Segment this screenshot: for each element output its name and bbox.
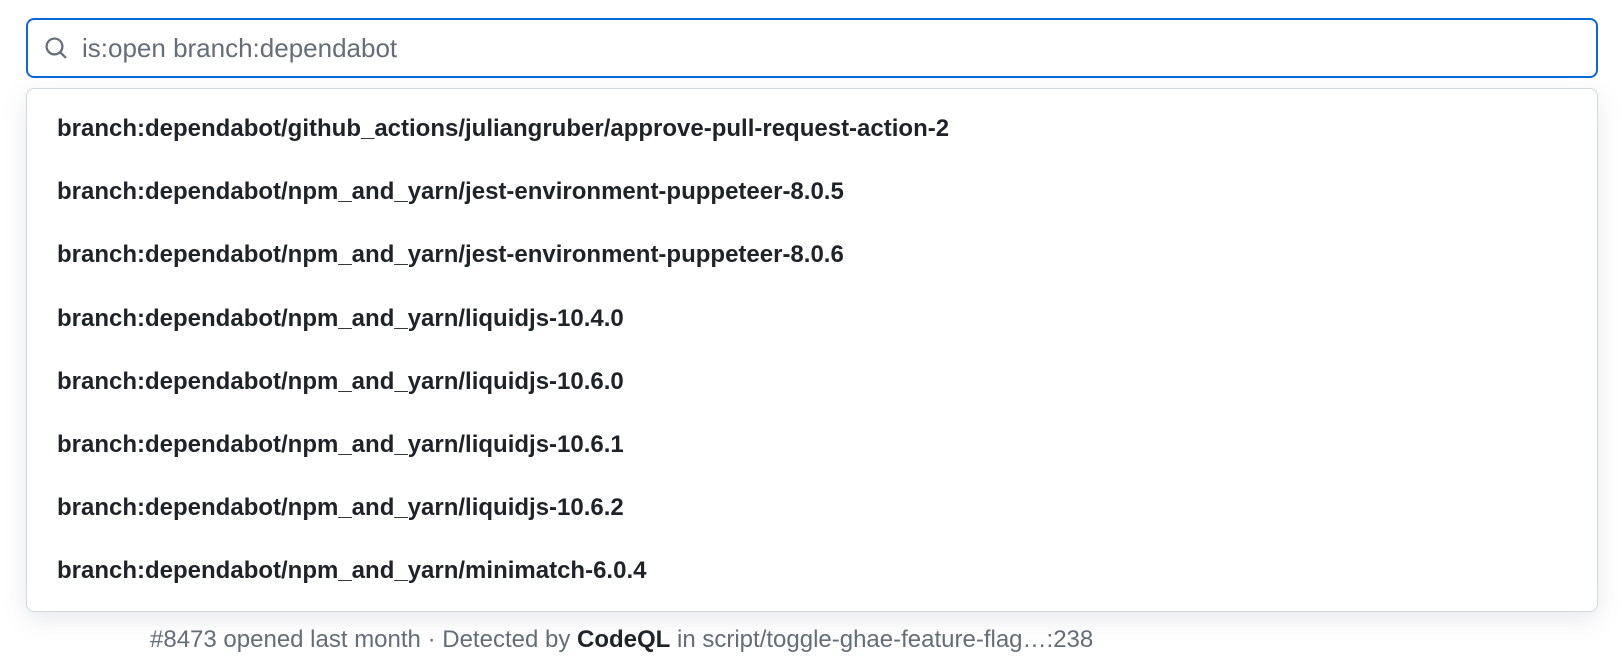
detected-tool: CodeQL — [577, 626, 670, 653]
autocomplete-dropdown: branch:dependabot/github_actions/juliang… — [26, 88, 1598, 612]
item-id: #8473 — [150, 626, 217, 653]
suggestion-item[interactable]: branch:dependabot/npm_and_yarn/liquidjs-… — [27, 476, 1597, 539]
detected-prefix: Detected by — [442, 626, 577, 653]
separator: · — [428, 626, 443, 653]
suggestion-item[interactable]: branch:dependabot/npm_and_yarn/jest-envi… — [27, 223, 1597, 286]
search-icon — [44, 36, 68, 60]
suggestion-item[interactable]: branch:dependabot/npm_and_yarn/liquidjs-… — [27, 350, 1597, 413]
suggestion-item[interactable]: branch:dependabot/npm_and_yarn/jest-envi… — [27, 160, 1597, 223]
item-opened: opened last month — [223, 626, 420, 653]
background-list-item-meta: #8473 opened last month · Detected by Co… — [150, 626, 1093, 654]
suggestion-item[interactable]: branch:dependabot/npm_and_yarn/liquidjs-… — [27, 413, 1597, 476]
detected-in: in script/toggle-ghae-feature-flag…:238 — [677, 626, 1093, 653]
search-container: branch:dependabot/github_actions/juliang… — [26, 18, 1598, 78]
suggestion-item[interactable]: branch:dependabot/npm_and_yarn/liquidjs-… — [27, 287, 1597, 350]
suggestion-item[interactable]: branch:dependabot/npm_and_yarn/minimatch… — [27, 539, 1597, 602]
suggestion-item[interactable]: branch:dependabot/github_actions/juliang… — [27, 97, 1597, 160]
search-box[interactable] — [26, 18, 1598, 78]
search-input[interactable] — [82, 33, 1580, 64]
